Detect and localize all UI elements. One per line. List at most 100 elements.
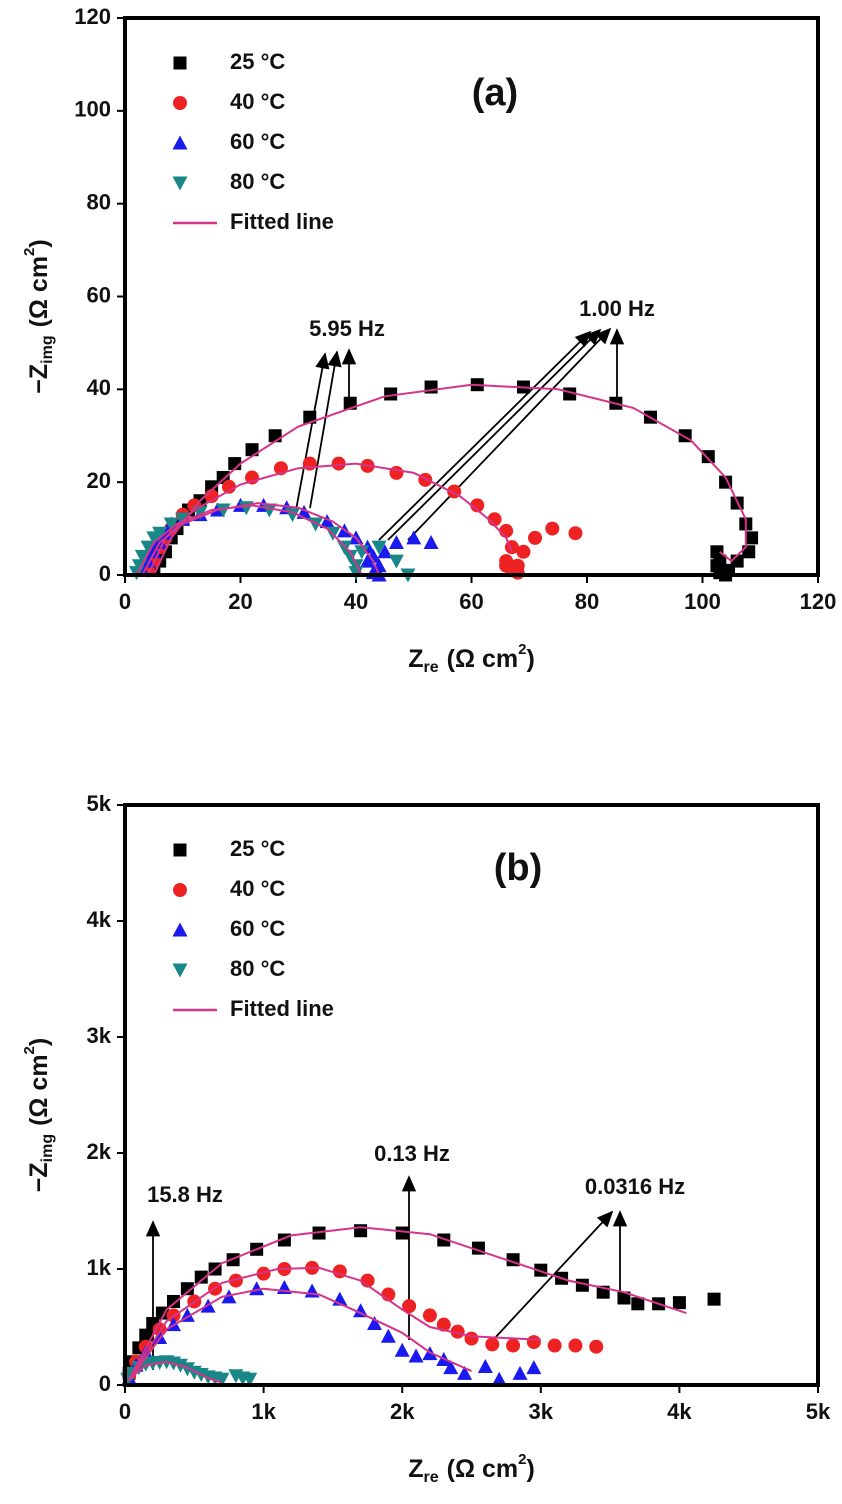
plot-frame: [123, 16, 820, 577]
legend-label: 80 °C: [230, 956, 285, 981]
point: [342, 549, 358, 564]
point: [512, 1365, 528, 1380]
point: [215, 503, 231, 518]
legend-label: Fitted line: [230, 209, 334, 234]
point: [742, 545, 756, 559]
x-tick-label: 120: [800, 589, 837, 614]
label-end: ): [25, 1038, 53, 1046]
label-main: Z: [408, 1455, 423, 1483]
point: [384, 387, 398, 401]
y-tick-label: 4k: [87, 907, 112, 932]
point: [353, 1303, 369, 1318]
point: [242, 1372, 258, 1387]
label-main: −Z: [25, 1162, 53, 1192]
y-tick-label: 40: [87, 375, 111, 400]
point: [304, 1283, 320, 1298]
x-tick-label: 20: [228, 589, 252, 614]
label-end: ): [526, 645, 534, 673]
label-main: Z: [408, 645, 423, 673]
point: [139, 1328, 153, 1342]
label-main: −Z: [25, 364, 53, 394]
label-sub: re: [424, 659, 439, 676]
y-tick-label: 2k: [87, 1139, 112, 1164]
legend-marker: [173, 56, 187, 70]
point: [526, 1360, 542, 1375]
annotation-arrows: [145, 327, 628, 1370]
point: [464, 1331, 479, 1346]
point: [499, 558, 514, 573]
y-tick-label: 0: [99, 1371, 111, 1396]
label-sup: 2: [518, 1451, 526, 1468]
point: [423, 535, 439, 550]
legend-label: 40 °C: [230, 89, 285, 114]
x-tick-label: 3k: [529, 1399, 554, 1424]
legend-label: 60 °C: [230, 916, 285, 941]
legend-label: 25 °C: [230, 836, 285, 861]
label-end: ): [25, 239, 53, 247]
panel-label: (b): [494, 847, 543, 889]
point: [617, 1291, 631, 1305]
y-tick-label: 1k: [87, 1255, 112, 1280]
x-tick-label: 1k: [251, 1399, 276, 1424]
x-tick-label: 60: [459, 589, 483, 614]
annotation: 0.13 Hz: [374, 1141, 450, 1166]
point: [402, 1299, 417, 1314]
legend-label: 60 °C: [230, 129, 285, 154]
arrow: [295, 352, 330, 511]
point: [499, 523, 514, 538]
label-sup: 2: [21, 1046, 38, 1054]
y-tick-label: 100: [74, 97, 111, 122]
arrow: [309, 350, 342, 509]
point: [477, 1358, 493, 1373]
annotation: 0.0316 Hz: [585, 1174, 685, 1199]
point: [354, 545, 370, 560]
label-sup: 2: [21, 248, 38, 256]
legend-marker: [173, 96, 187, 110]
point: [194, 1270, 208, 1284]
point: [360, 553, 376, 568]
point: [745, 531, 759, 545]
fit-line: [135, 383, 747, 576]
point: [528, 530, 543, 545]
annotation: 5.95 Hz: [309, 316, 385, 341]
point: [672, 1296, 686, 1310]
y-tick-label: 20: [87, 468, 111, 493]
point: [713, 554, 727, 568]
legend-label: 80 °C: [230, 169, 285, 194]
x-tick-label: 0: [119, 589, 131, 614]
point: [394, 1342, 410, 1357]
point: [134, 549, 150, 564]
point: [491, 1371, 507, 1386]
point: [140, 540, 156, 555]
point: [589, 1339, 604, 1354]
point: [457, 1365, 473, 1380]
y-tick-label: 5k: [87, 791, 112, 816]
point: [436, 1317, 451, 1332]
legend-marker: [173, 883, 187, 897]
point: [395, 1226, 409, 1240]
point: [228, 1273, 243, 1288]
point: [450, 1324, 465, 1339]
point: [701, 450, 715, 464]
point: [354, 1224, 368, 1238]
point: [422, 1308, 437, 1323]
label-end: ): [526, 1455, 534, 1483]
x-tick-label: 5k: [806, 1399, 831, 1424]
point: [516, 544, 531, 559]
point: [389, 465, 404, 480]
point: [380, 1328, 396, 1343]
arrow: [407, 327, 612, 541]
x-axis-label: Zre (Ω cm2): [408, 1451, 535, 1486]
panel-label: (a): [472, 72, 518, 114]
point: [418, 472, 433, 487]
point: [510, 565, 525, 580]
annotation: 15.8 Hz: [147, 1182, 223, 1207]
label-sup: 2: [518, 641, 526, 658]
legend-label: Fitted line: [230, 996, 334, 1021]
x-tick-label: 40: [344, 589, 368, 614]
legend-marker: [172, 922, 188, 937]
point: [388, 554, 404, 569]
legend-label: 25 °C: [230, 49, 285, 74]
y-tick-label: 120: [74, 4, 111, 29]
